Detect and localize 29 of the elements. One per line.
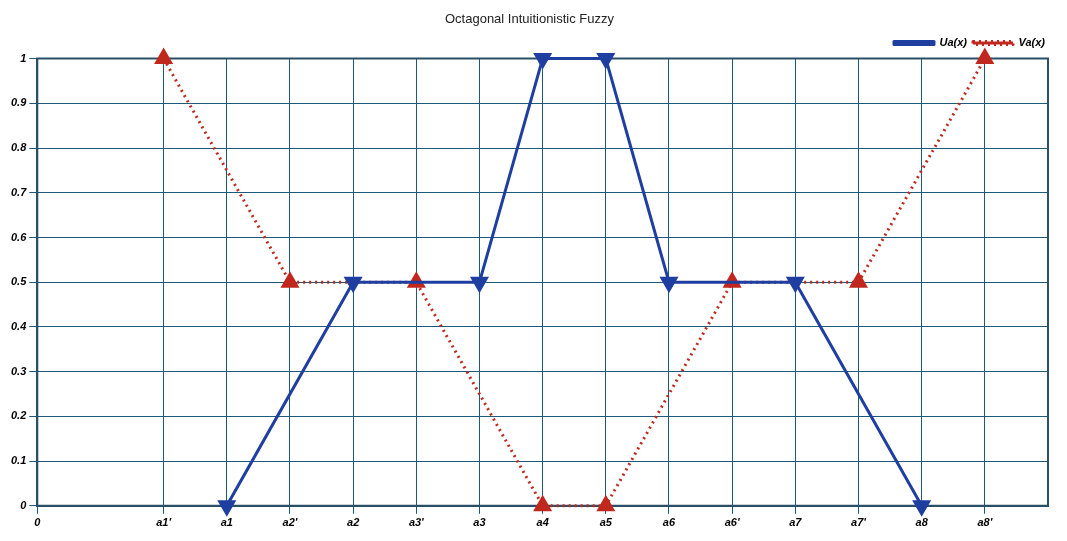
x-tick-label: a7' bbox=[851, 516, 867, 529]
x-tick-label: a7 bbox=[789, 516, 803, 529]
x-tick-label: a5 bbox=[599, 516, 613, 529]
x-tick-label: a8 bbox=[915, 516, 929, 529]
y-tick-label: 0.8 bbox=[10, 141, 28, 154]
y-tick-label: 0.5 bbox=[10, 275, 28, 288]
x-tick-label: a6 bbox=[662, 516, 676, 529]
y-tick-label: 0.1 bbox=[10, 454, 27, 467]
y-tick-label: 1 bbox=[20, 51, 27, 64]
y-tick-label: 0 bbox=[20, 498, 28, 511]
y-tick-label: 0.6 bbox=[10, 230, 28, 243]
y-tick-label: 0.3 bbox=[10, 364, 27, 377]
chart-title: Octagonal Intuitionistic Fuzzy bbox=[444, 11, 615, 27]
y-tick-label: 0.7 bbox=[10, 185, 28, 198]
y-tick-label: 0.2 bbox=[10, 409, 27, 422]
x-tick-label: a8' bbox=[977, 516, 993, 529]
x-tick-label: a2 bbox=[347, 516, 360, 529]
legend-label: Ua(x) bbox=[939, 36, 968, 49]
x-tick-label: a2' bbox=[282, 516, 298, 529]
x-tick-label: a1 bbox=[220, 516, 233, 529]
x-tick-label: a6' bbox=[724, 516, 740, 529]
x-tick-label: a3' bbox=[408, 516, 425, 529]
x-tick-label: 0 bbox=[34, 516, 42, 529]
y-tick-label: 0.9 bbox=[10, 96, 28, 109]
x-tick-label: a4 bbox=[536, 516, 549, 529]
y-tick-label: 0.4 bbox=[10, 319, 27, 332]
legend-label: Va(x) bbox=[1018, 36, 1046, 49]
x-tick-label: a3 bbox=[473, 516, 486, 529]
x-tick-label: a1' bbox=[156, 516, 172, 529]
